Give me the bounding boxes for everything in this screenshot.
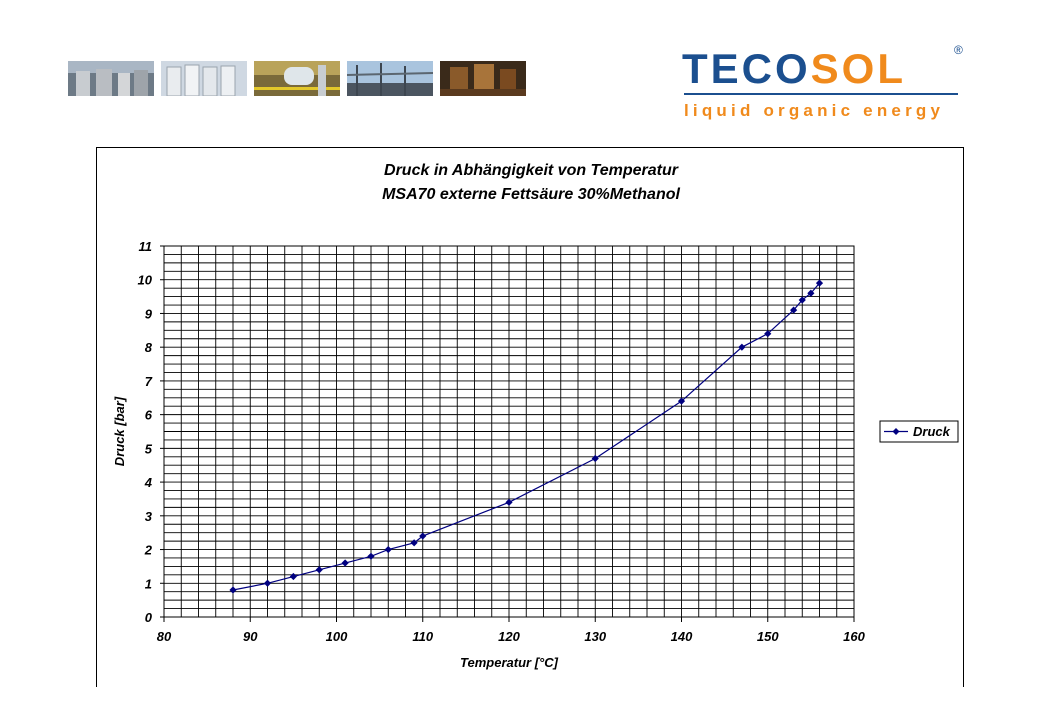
logo-tagline: liquid organic energy <box>684 101 945 120</box>
chart-subtitle: MSA70 externe Fettsäure 30%Methanol <box>382 186 680 203</box>
industrial-plant-photo-1 <box>68 61 154 96</box>
tecosol-logo: TECOSOL ® liquid organic energy <box>682 43 972 123</box>
logo-registered-mark: ® <box>954 43 963 57</box>
chart-title: Druck in Abhängigkeit von Temperatur <box>384 162 678 179</box>
industrial-plant-photo-5 <box>440 61 526 96</box>
industrial-plant-photo-3 <box>254 61 340 96</box>
chart-frame: Druck in Abhängigkeit von Temperatur MSA… <box>96 147 964 687</box>
logo-divider <box>684 93 958 95</box>
logo-wordmark: TECOSOL <box>682 45 907 92</box>
industrial-plant-photo-4 <box>347 61 433 96</box>
industrial-plant-photo-2 <box>161 61 247 96</box>
